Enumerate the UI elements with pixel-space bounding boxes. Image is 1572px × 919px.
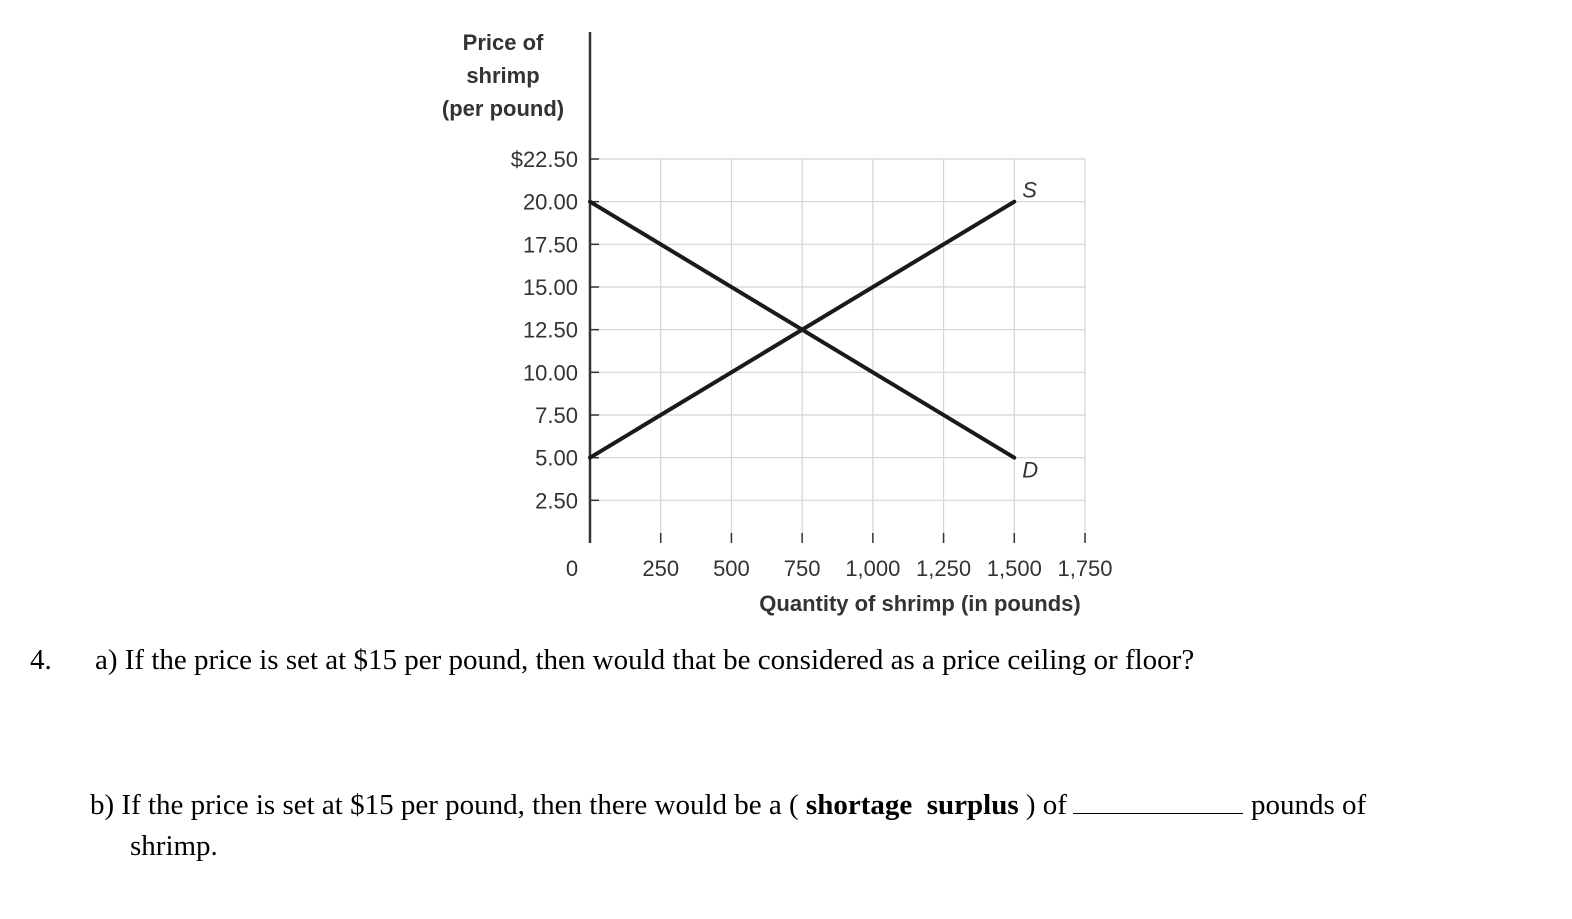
y-axis-title-line-3: (per pound) [442,96,564,121]
y-tick-label-5: 15.00 [523,275,578,300]
option-shortage[interactable]: shortage [805,789,913,821]
part-b-prefix: b) If the price is set at $15 per pound,… [90,789,799,821]
part-b-end: pounds of [1250,789,1367,821]
chart-grid [590,158,1086,543]
x-tick-label-2: 750 [784,556,821,581]
y-axis-title-line-2: shrimp [466,63,539,88]
chart-series: SD [588,178,1038,483]
y-tick-label-6: 17.50 [523,232,578,257]
y-tick-label-1: 5.00 [535,446,578,471]
y-tick-label-4: 12.50 [523,318,578,343]
y-tick-label-2: 7.50 [535,403,578,428]
y-axis-title-line-1: Price of [463,30,544,55]
x-tick-label-5: 1,500 [987,556,1042,581]
question-part-b-line-1: b) If the price is set at $15 per pound,… [90,789,1366,822]
supply-demand-chart: Price of shrimp (per pound) 2.50 5.00 7.50… [442,30,1113,616]
x-tick-labels: 250 500 750 1,000 1,250 1,500 1,750 [642,556,1112,581]
x-tick-label-0: 250 [642,556,679,581]
y-tick-label-3: 10.00 [523,360,578,385]
series-line-D [588,199,1017,460]
x-axis-title: Quantity of shrimp (in pounds) [759,591,1080,616]
origin-label: 0 [566,556,578,581]
x-tick-label-6: 1,750 [1057,556,1112,581]
part-b-after-options: ) of [1025,789,1067,821]
y-tick-label-7: 20.00 [523,190,578,215]
y-tick-label-0: 2.50 [535,488,578,513]
y-tick-labels: 2.50 5.00 7.50 10.00 12.50 15.00 17.50 20.00 $22… [511,147,578,513]
question-number: 4. [30,644,52,676]
option-surplus[interactable]: surplus [926,789,1019,821]
answer-blank[interactable] [1072,791,1243,814]
x-tick-label-1: 500 [713,556,750,581]
series-label-D: D [1022,458,1038,483]
x-tick-label-4: 1,250 [916,556,971,581]
question-part-a: a) If the price is set at $15 per pound,… [95,644,1195,676]
x-tick-label-3: 1,000 [845,556,900,581]
question-part-b-line-2: shrimp. [130,830,218,862]
series-label-S: S [1022,178,1037,203]
y-tick-label-8: $22.50 [511,147,578,172]
